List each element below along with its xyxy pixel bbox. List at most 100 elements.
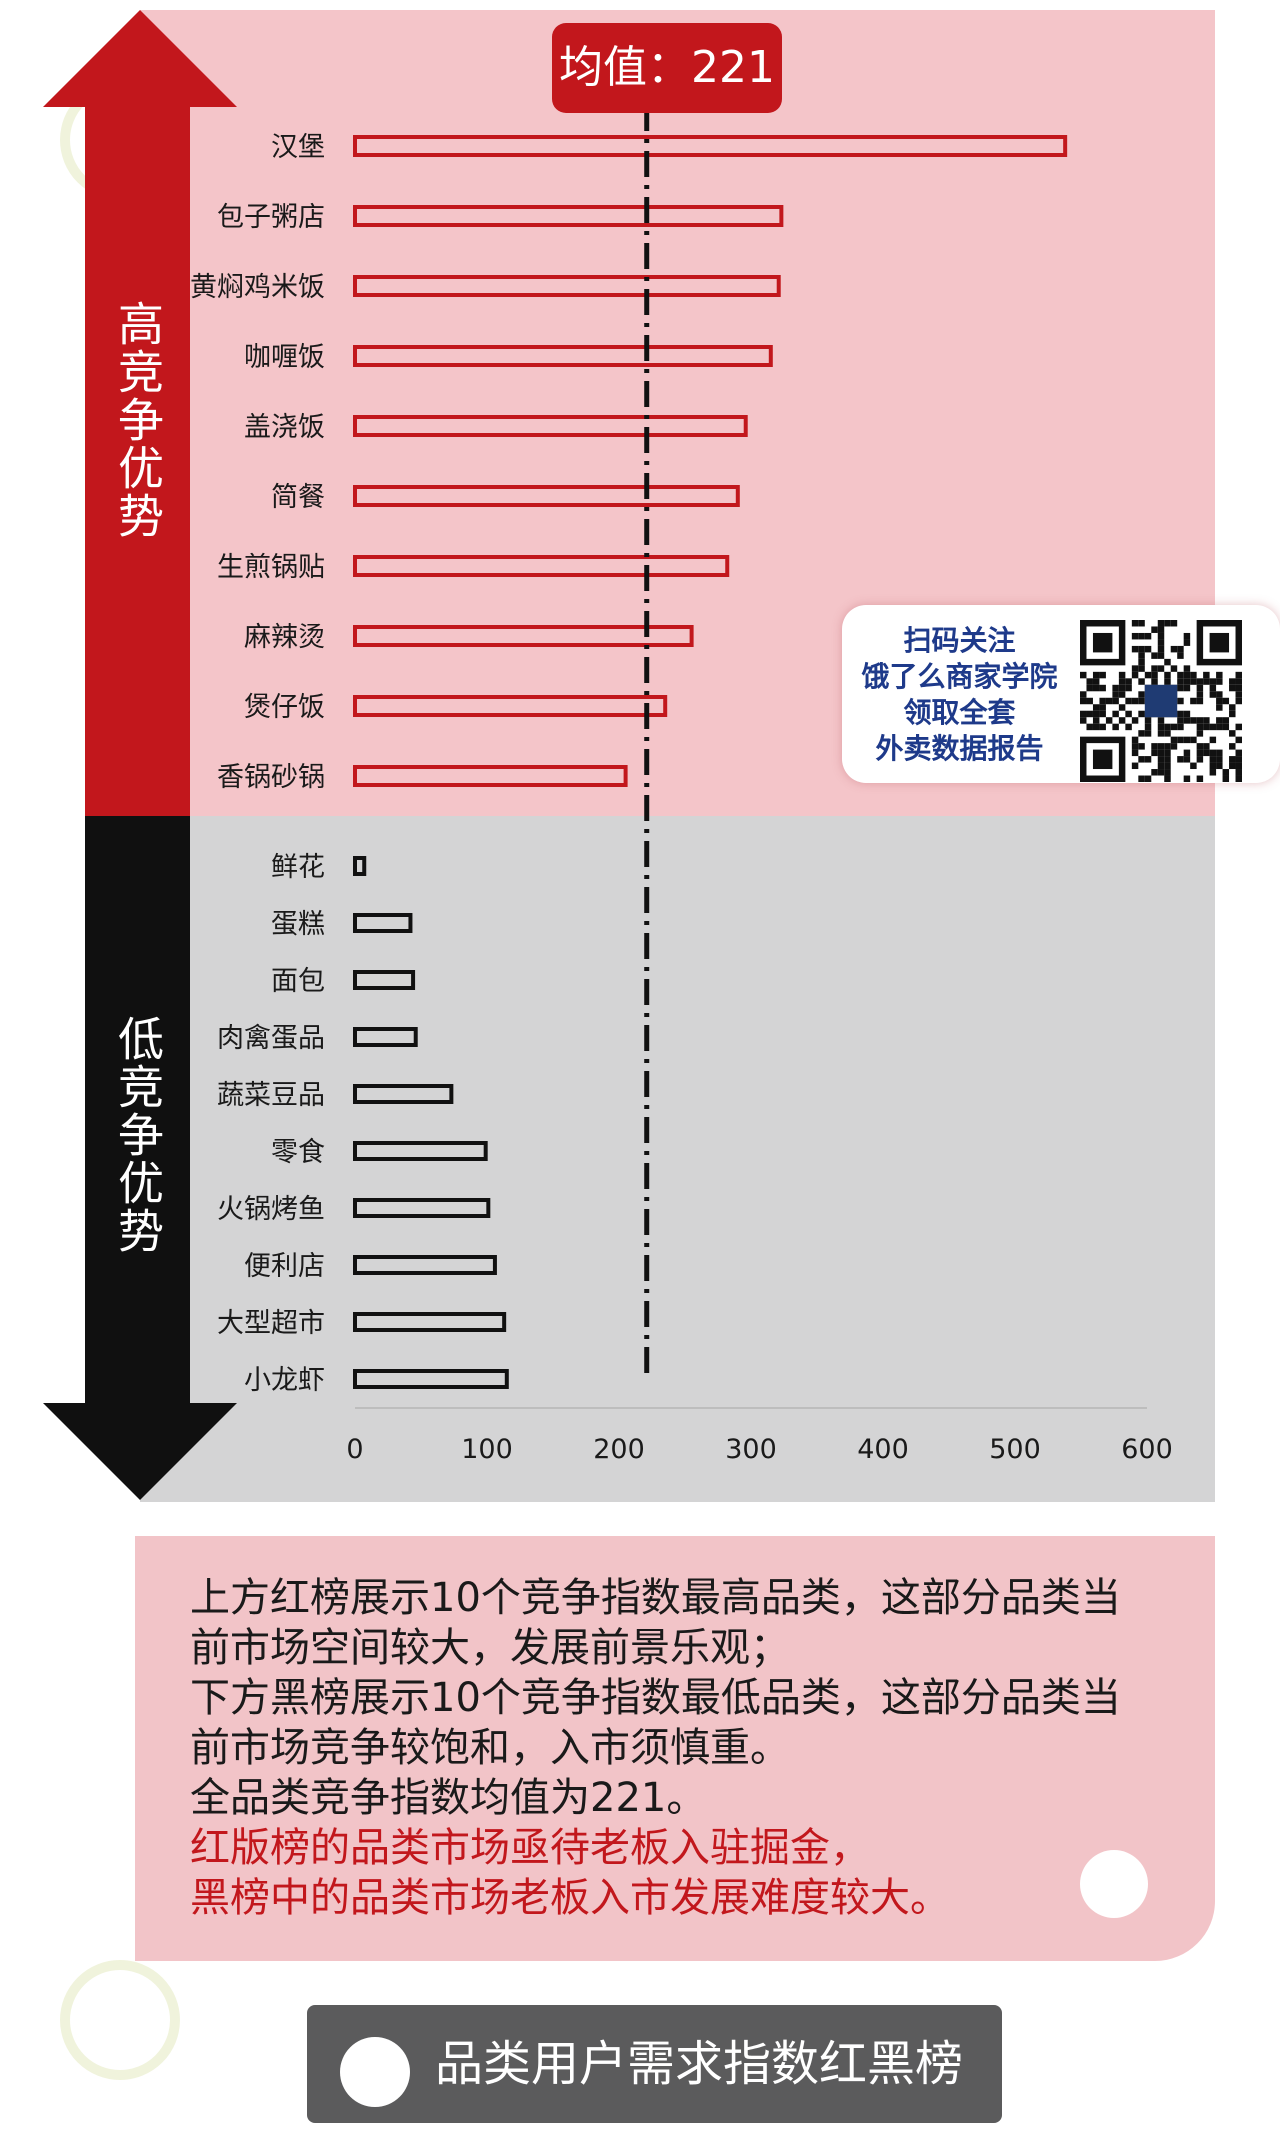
- qr-module: [1229, 730, 1236, 737]
- qr-module: [1203, 749, 1210, 757]
- bar-high-7: [353, 625, 694, 647]
- qr-module: [1138, 678, 1145, 685]
- qr-module: [1216, 671, 1223, 679]
- bar-high-3: [353, 345, 773, 367]
- qr-module: [1190, 697, 1197, 705]
- qr-module: [1144, 645, 1152, 653]
- qr-module: [1235, 697, 1242, 705]
- qr-module: [1164, 762, 1171, 770]
- category-label-low: 鲜花: [271, 852, 325, 883]
- qr-module: [1177, 717, 1184, 724]
- note-line: 全品类竞争指数均值为221。: [190, 1775, 707, 1821]
- bar-high-9: [353, 765, 628, 787]
- qr-module: [1235, 671, 1242, 679]
- qr-module: [1112, 684, 1119, 692]
- high-advantage-arrow: [85, 105, 190, 816]
- qr-module: [1118, 691, 1126, 698]
- category-label-low: 面包: [271, 966, 325, 997]
- bar-low-7: [353, 1255, 497, 1275]
- qr-module: [1125, 684, 1132, 692]
- qr-module: [1235, 769, 1242, 776]
- qr-module: [1138, 620, 1145, 627]
- qr-module: [1216, 704, 1223, 711]
- qr-module: [1183, 639, 1191, 646]
- qr-module: [1177, 671, 1184, 679]
- qr-module: [1235, 762, 1242, 770]
- qr-module: [1164, 658, 1171, 666]
- qr-module: [1151, 749, 1158, 757]
- qr-module: [1112, 710, 1119, 718]
- qr-module: [1164, 775, 1171, 782]
- qr-module: [1229, 710, 1236, 718]
- qr-module: [1209, 678, 1217, 685]
- qr-module: [1190, 762, 1197, 770]
- qr-module: [1235, 775, 1242, 782]
- category-label-high: 麻辣烫: [244, 622, 325, 653]
- qr-module: [1196, 775, 1204, 782]
- qr-module: [1112, 697, 1119, 705]
- category-label-high: 包子粥店: [217, 202, 325, 233]
- bar-low-2: [353, 970, 416, 990]
- qr-code-icon[interactable]: [1080, 620, 1242, 782]
- qr-module: [1235, 756, 1242, 763]
- qr-module: [1080, 710, 1087, 718]
- qr-module: [1222, 769, 1230, 776]
- x-tick-label: 100: [461, 1434, 513, 1465]
- qr-module: [1125, 697, 1132, 705]
- qr-module: [1183, 756, 1191, 763]
- qr-module: [1144, 723, 1152, 731]
- qr-module: [1196, 697, 1204, 705]
- x-tick-label: 400: [857, 1434, 909, 1465]
- low-advantage-label: 低竞争优势: [111, 1015, 165, 1255]
- qr-module: [1235, 749, 1242, 757]
- qr-module: [1203, 717, 1210, 724]
- qr-module: [1118, 704, 1126, 711]
- qr-module: [1183, 665, 1191, 672]
- category-label-low: 肉禽蛋品: [217, 1023, 325, 1054]
- qr-finder: [1092, 632, 1113, 653]
- qr-module: [1099, 697, 1106, 705]
- qr-module: [1164, 756, 1171, 763]
- x-tick-label: 300: [725, 1434, 777, 1465]
- qr-module: [1125, 678, 1132, 685]
- qr-module: [1144, 775, 1152, 782]
- note-line: 下方黑榜展示10个竞争指数最低品类，这部分品类当: [190, 1675, 1121, 1721]
- bar-high-8: [353, 695, 668, 717]
- qr-module: [1131, 749, 1139, 757]
- qr-module: [1086, 684, 1093, 692]
- low-competition-panel: [140, 816, 1215, 1502]
- category-label-low: 火锅烤鱼: [217, 1194, 325, 1225]
- bar-low-0: [353, 856, 367, 876]
- qr-module: [1086, 697, 1093, 705]
- qr-module: [1216, 723, 1223, 731]
- qr-module: [1157, 723, 1165, 731]
- qr-module: [1138, 730, 1145, 737]
- qr-module: [1170, 645, 1178, 653]
- qr-module: [1177, 723, 1184, 731]
- qr-module: [1170, 743, 1178, 750]
- bar-low-9: [353, 1369, 509, 1389]
- bar-low-3: [353, 1027, 418, 1047]
- qr-module: [1157, 645, 1165, 653]
- footer-title: 品类用户需求指数红黑榜: [435, 2036, 964, 2092]
- low-advantage-arrow: [85, 816, 190, 1406]
- qr-module: [1157, 665, 1165, 672]
- qr-module: [1196, 743, 1204, 750]
- qr-module: [1164, 749, 1171, 757]
- qr-module: [1216, 749, 1223, 757]
- category-label-low: 大型超市: [217, 1308, 325, 1339]
- qr-module: [1183, 775, 1191, 782]
- qr-module: [1216, 762, 1223, 770]
- bar-low-4: [353, 1084, 454, 1104]
- arrow-down-icon: [43, 1403, 237, 1500]
- x-tick-label: 0: [346, 1434, 363, 1465]
- qr-module: [1157, 743, 1165, 750]
- qr-module: [1190, 717, 1197, 724]
- bar-high-6: [353, 555, 730, 577]
- qr-module: [1183, 671, 1191, 679]
- qr-module: [1170, 665, 1178, 672]
- qr-module: [1183, 684, 1191, 692]
- qr-module: [1131, 736, 1139, 744]
- qr-module: [1229, 762, 1236, 770]
- category-label-low: 便利店: [244, 1251, 325, 1282]
